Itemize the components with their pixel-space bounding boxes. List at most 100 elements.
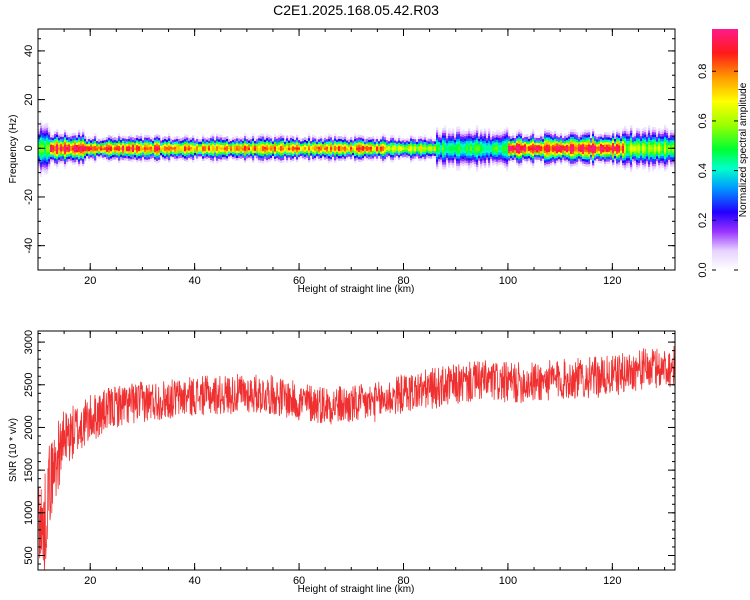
spectrogram-cell [412,153,415,157]
spectrogram-cell [264,156,267,160]
spectrogram-cell [156,148,159,152]
spectrogram-cell [104,147,107,150]
spectrogram-cell [364,156,367,159]
spectrogram-cell [408,143,411,147]
spectrogram-cell [478,133,481,137]
spectrogram-cell [528,150,531,154]
spectrogram-cell [118,135,121,139]
spectrogram-cell [440,139,443,143]
spectrogram-cell [574,148,577,152]
spectrogram-cell [624,138,627,141]
spectrogram-cell [184,155,187,159]
spectrogram-cell [392,147,395,151]
spectrogram-cell [446,159,449,163]
spectrogram-cell [484,165,487,168]
spectrogram-cell [670,142,673,145]
spectrogram-cell [546,129,549,133]
spectrogram-cell [340,145,343,149]
spectrogram-cell [524,148,527,152]
spectrogram-cell [450,159,453,163]
spectrogram-cell [612,145,615,148]
spectrogram-cell [152,147,155,151]
spectrogram-cell [202,133,205,137]
spectrogram-cell [444,144,447,148]
spectrogram-cell [58,142,61,146]
spectrogram-cell [480,148,483,152]
spectrogram-cell [544,155,547,158]
spectrogram-cell [668,142,671,146]
spectrogram-cell [592,150,595,154]
spectrogram-y-axis-label: Frequency (Hz) [8,115,19,184]
spectrogram-cell [298,147,301,150]
spectrogram-cell [646,158,649,162]
spectrogram-cell [660,155,663,159]
spectrogram-cell [212,133,215,137]
spectrogram-cell [264,141,267,145]
spectrogram-cell [612,154,615,158]
spectrogram-cell [158,149,161,153]
spectrogram-cell [444,139,447,143]
spectrogram-cell [474,144,477,148]
spectrogram-cell [92,148,95,152]
spectrogram-cell [402,142,405,146]
spectrogram-cell [390,144,393,148]
spectrogram-cell [270,150,273,154]
spectrogram-cell [182,156,185,160]
spectrogram-cell [658,167,661,171]
spectrogram-cell [644,136,647,140]
spectrogram-cell [108,147,111,150]
spectrogram-cell [330,149,333,153]
spectrogram-cell [670,134,673,138]
chart-title: C2E1.2025.168.05.42.R03 [273,2,439,18]
spectrogram-cell [152,145,155,149]
spectrogram-cell [490,139,493,143]
spectrogram-cell [356,150,359,153]
spectrogram-cell [180,140,183,144]
spectrogram-cell [498,137,501,141]
spectrogram-cell [602,159,605,163]
spectrogram-cell [634,155,637,159]
spectrogram-cell [496,158,499,162]
spectrogram-cell [214,147,217,151]
spectrogram-cell [136,159,139,163]
spectrogram-cell [74,159,77,163]
spectrogram-cell [462,148,465,152]
spectrogram-cell [670,137,673,141]
spectrogram-cell [622,160,625,163]
spectrogram-cell [60,136,63,140]
spectrogram-cell [458,136,461,140]
spectrogram-cell [118,143,121,146]
spectrogram-cell [444,161,447,165]
spectrogram-cell [622,157,625,161]
spectrogram-cell [576,164,579,167]
spectrogram-cell [132,159,135,162]
snr-x-tick-label: 60 [293,575,305,587]
spectrogram-cell [446,150,449,153]
spectrogram-cell [138,143,141,147]
spectrogram-cell [356,157,359,161]
spectrogram-cell [118,160,121,164]
spectrogram-cell [194,155,197,158]
spectrogram-cell [598,155,601,159]
spectrogram-cell [338,138,341,142]
spectrogram-cell [608,139,611,143]
spectrogram-cell [328,133,331,137]
spectrogram-cell [180,155,183,159]
colorbar-tick-label: 0.2 [697,213,709,228]
spectrogram-cell [110,153,113,157]
spectrogram-cell [392,137,395,141]
spectrogram-cell [182,152,185,155]
spectrogram-cell [346,142,349,146]
spectrogram-cell [330,159,333,162]
spectrogram-cell [416,148,419,152]
spectrogram-cell [656,146,659,150]
spectrogram-cell [664,149,667,152]
spectrogram-cell [118,152,121,156]
spectrogram-cell [446,157,449,161]
spectrogram-cell [582,158,585,162]
spectrogram-cell [454,156,457,160]
spectrogram-cell [514,154,517,158]
spectrogram-cell [664,161,667,165]
spectrogram-cell [316,153,319,157]
spectrogram-cell [468,147,471,151]
